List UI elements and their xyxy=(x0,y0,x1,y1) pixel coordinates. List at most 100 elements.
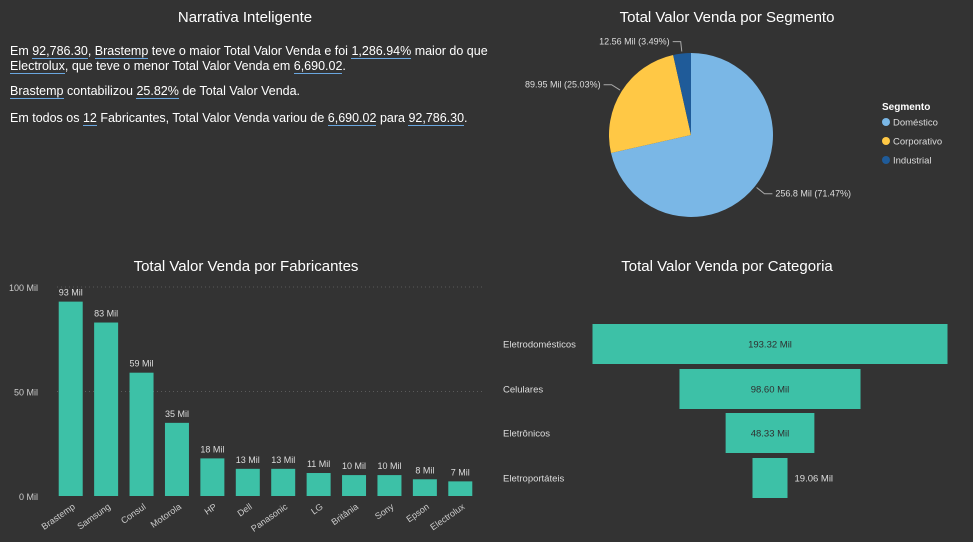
bar-data-label: 8 Mil xyxy=(415,465,434,475)
narrative-paragraph-3: Em todos os 12 Fabricantes, Total Valor … xyxy=(10,110,468,127)
narrative-value: 92,786.30 xyxy=(408,111,465,126)
funnel-category-label: Eletrodomésticos xyxy=(503,340,576,351)
narrative-text: para xyxy=(376,111,409,125)
y-tick-label: 50 Mil xyxy=(14,388,38,398)
bar-epson xyxy=(412,479,437,496)
bar-data-label: 7 Mil xyxy=(451,467,470,477)
pie-data-label: 89.95 Mil (25.03%) xyxy=(525,80,601,90)
segment-pie-chart: Total Valor Venda por Segmento 256.8 Mil… xyxy=(525,9,942,217)
funnel-bar xyxy=(752,458,788,498)
pie-leader-line xyxy=(603,84,621,91)
bar-bars xyxy=(58,301,473,496)
x-tick-label: Panasonic xyxy=(249,501,290,534)
narrative-value: 92,786.30 xyxy=(32,44,88,59)
bar-panasonic xyxy=(271,468,296,496)
bar-data-label: 35 Mil xyxy=(165,409,189,419)
narrative-value: 25.82% xyxy=(136,84,179,99)
legend-item-industrial: Industrial xyxy=(893,156,932,167)
narrative-text: Em todos os xyxy=(10,111,83,125)
narrative-value: 6,690.02 xyxy=(327,111,377,126)
narrative-text: , xyxy=(87,44,95,58)
legend-marker xyxy=(882,137,890,145)
narrative-text: maior do que xyxy=(411,44,488,58)
legend-item-corporativo: Corporativo xyxy=(893,137,942,148)
narrative-value: 1,286.94% xyxy=(351,44,412,59)
narrative-text: , que teve o menor Total Valor Venda em xyxy=(64,59,294,73)
narrative-paragraph-1b: Electrolux, que teve o menor Total Valor… xyxy=(10,58,346,75)
pie-title: Total Valor Venda por Segmento xyxy=(620,9,835,26)
pie-slices xyxy=(609,53,773,217)
bar-sony xyxy=(377,475,402,496)
x-tick-label: HP xyxy=(203,501,219,516)
bar-data-label: 83 Mil xyxy=(94,309,118,319)
funnel-category-label: Eletroportáteis xyxy=(503,474,565,485)
x-tick-label: Epson xyxy=(404,501,431,524)
bar-data-label: 93 Mil xyxy=(59,288,83,298)
bar-motorola xyxy=(164,422,189,496)
narrative-text: Em xyxy=(10,44,33,58)
pie-labels: 256.8 Mil (71.47%) 89.95 Mil (25.03%) 12.5… xyxy=(525,37,851,199)
funnel-bar xyxy=(679,369,861,409)
bar-data-label: 11 Mil xyxy=(307,459,330,469)
categoria-funnel-chart: Total Valor Venda por Categoria Eletrodo… xyxy=(503,258,948,498)
narrative-text: contabilizou xyxy=(63,84,137,98)
narrative-text: de Total Valor Venda. xyxy=(178,84,301,98)
pie-leader-line xyxy=(672,41,683,52)
x-tick-label: Britânia xyxy=(329,501,360,527)
x-tick-label: Sony xyxy=(373,501,396,521)
bar-data-label: 10 Mil xyxy=(342,461,366,471)
funnel-data-labels: 193.32 Mil 98.60 Mil 48.33 Mil 19.06 Mil xyxy=(748,340,833,485)
legend-marker xyxy=(882,156,890,164)
bar-dell xyxy=(235,468,260,496)
funnel-title: Total Valor Venda por Categoria xyxy=(621,258,833,275)
bar-data-label: 18 Mil xyxy=(200,444,224,454)
pie-slice-industrial xyxy=(673,53,691,135)
narrative-text: . xyxy=(464,111,468,125)
pie-slice-domestico xyxy=(611,53,773,217)
x-tick-label: Dell xyxy=(235,501,253,518)
bar-data-labels: 93 Mil 83 Mil 59 Mil 35 Mil 18 Mil 13 Mil 13 M… xyxy=(59,288,470,478)
narrative-paragraph-2: Brastemp contabilizou 25.82% de Total Va… xyxy=(10,83,300,100)
narrative-paragraph-1a: Em 92,786.30, Brastemp teve o maior Tota… xyxy=(10,43,488,60)
bar-electrolux xyxy=(448,481,473,496)
narrative-text: teve o maior Total Valor Venda e foi xyxy=(148,44,352,58)
fabricantes-bar-chart: Total Valor Venda por Fabricantes 0 Mil 5… xyxy=(9,258,482,534)
funnel-data-label: 98.60 Mil xyxy=(751,385,790,396)
bar-data-label: 13 Mil xyxy=(236,455,260,465)
x-tick-label: Consul xyxy=(119,501,148,525)
funnel-categories: Eletrodomésticos Celulares Eletrônicos Elet… xyxy=(503,340,576,485)
narrative-title: Narrativa Inteligente xyxy=(177,9,313,26)
bar-consul xyxy=(129,372,154,496)
bar-data-label: 13 Mil xyxy=(271,455,295,465)
bar-data-label: 59 Mil xyxy=(130,359,154,369)
legend-title: Segmento xyxy=(882,102,930,113)
bar-lg xyxy=(306,473,331,496)
narrative-value: 6,690.02 xyxy=(293,59,343,74)
x-tick-label: Samsung xyxy=(75,501,112,531)
narrative-value: Brastemp xyxy=(94,44,149,59)
funnel-data-label: 19.06 Mil xyxy=(795,474,834,485)
funnel-category-label: Eletrônicos xyxy=(503,429,550,440)
narrative-value: 12 xyxy=(82,111,97,126)
x-tick-label: Motorola xyxy=(149,501,183,529)
funnel-bars xyxy=(592,324,948,498)
funnel-bar xyxy=(592,324,948,364)
narrative-value: Electrolux xyxy=(10,59,65,74)
y-tick-label: 100 Mil xyxy=(9,283,38,293)
bar-samsung xyxy=(94,322,119,496)
funnel-data-label: 48.33 Mil xyxy=(751,429,790,440)
bar-britânia xyxy=(342,475,367,496)
funnel-data-label: 193.32 Mil xyxy=(748,340,792,351)
pie-leader-line xyxy=(756,187,773,195)
legend-marker xyxy=(882,118,890,126)
pie-data-label: 256.8 Mil (71.47%) xyxy=(775,189,851,199)
legend-item-domestico: Doméstico xyxy=(893,118,938,129)
narrative-text: . xyxy=(342,59,346,73)
x-tick-label: Electrolux xyxy=(428,501,467,532)
narrative-panel: Narrativa Inteligente Em 92,786.30, Bras… xyxy=(0,0,490,240)
pie-legend: Doméstico Corporativo Industrial xyxy=(882,118,942,167)
narrative-text: Fabricantes, Total Valor Venda variou de xyxy=(96,111,328,125)
bar-data-label: 10 Mil xyxy=(377,461,401,471)
bar-hp xyxy=(200,458,225,496)
